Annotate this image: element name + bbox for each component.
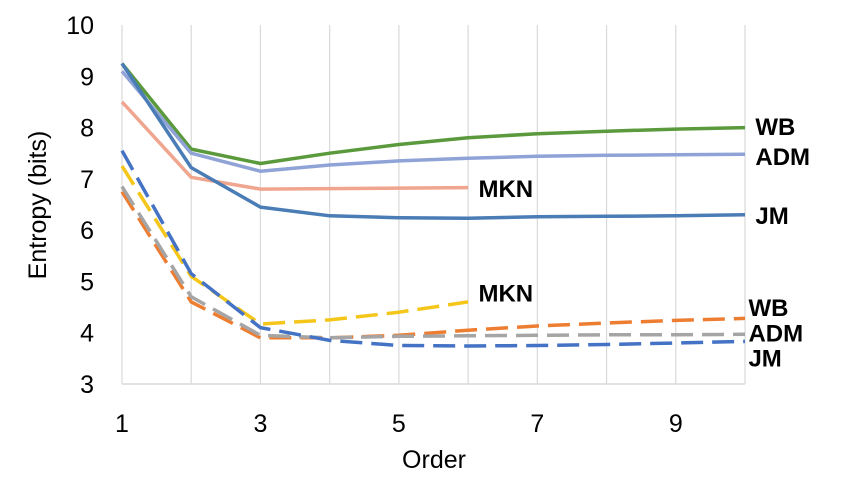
x-tick-label: 5 (392, 410, 406, 438)
series-line-mkn-dashed (120, 165, 469, 326)
y-tick-label: 7 (80, 166, 94, 194)
x-tick-label: 3 (253, 410, 267, 438)
series-line-wb-dashed (120, 190, 746, 340)
x-tick-label: 9 (669, 410, 683, 438)
series-line-wb-solid (120, 62, 746, 166)
series-line-adm-dashed (120, 185, 746, 340)
y-tick-label: 8 (80, 115, 94, 143)
series-label-jm: JM (755, 203, 788, 230)
series-label-wb: WB (755, 114, 795, 141)
series-line-mkn-solid (120, 100, 469, 191)
y-tick-label: 4 (80, 320, 94, 348)
y-tick-label: 10 (66, 12, 94, 40)
series-label-jm: JM (748, 345, 781, 372)
grid-lines (121, 25, 746, 385)
series-line-jm-dashed (120, 149, 746, 348)
series-label-mkn: MKN (478, 281, 533, 308)
series-lines (120, 62, 746, 348)
y-tick-label: 3 (80, 371, 94, 399)
series-line-adm-solid (120, 70, 746, 173)
y-tick-label: 6 (80, 217, 94, 245)
series-label-wb: WB (748, 295, 788, 322)
y-tick-label: 9 (80, 63, 94, 91)
x-tick-label: 7 (530, 410, 544, 438)
series-line-jm-solid (120, 62, 746, 221)
y-tick-labels: 3 4 5 6 7 8 9 10 (66, 12, 94, 399)
series-label-adm: ADM (755, 144, 810, 171)
x-tick-labels: 1 3 5 7 9 (115, 410, 683, 438)
y-tick-label: 5 (80, 268, 94, 296)
series-label-mkn: MKN (478, 176, 533, 203)
y-axis-title: Entropy (bits) (24, 131, 52, 280)
x-axis-title: Order (402, 446, 466, 474)
series-label-adm: ADM (748, 321, 803, 348)
x-tick-label: 1 (115, 410, 129, 438)
